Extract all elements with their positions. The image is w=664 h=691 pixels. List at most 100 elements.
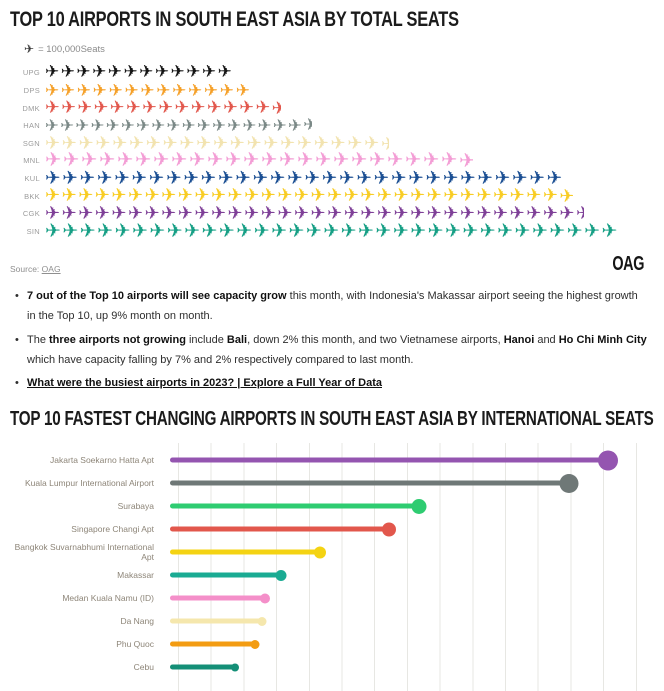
pictogram-row: UPG ✈ ✈ ✈ ✈ ✈ ✈ ✈ ✈ ✈ ✈ ✈ ✈ xyxy=(10,62,652,82)
pictogram-row: BKK ✈ ✈ ✈ ✈ ✈ ✈ ✈ ✈ ✈ ✈ ✈ ✈ ✈ ✈ ✈ ✈ ✈ ✈ ✈ ✈ ✈ ✈ ✈ ✈ ✈ ✈ ✈ ✈ ✈ ✈ ✈ ✈ xyxy=(10,185,652,206)
page: TOP 10 AIRPORTS IN SOUTH EAST ASIA BY TO… xyxy=(0,0,664,667)
airplane-icon: ✈ xyxy=(45,149,62,172)
airplane-icon: ✈ xyxy=(423,149,440,172)
airplane-icon: ✈ xyxy=(227,116,241,135)
airplane-icon: ✈ xyxy=(76,62,91,82)
airplane-icon: ✈ xyxy=(426,202,442,223)
airplane-icon: ✈ xyxy=(92,79,108,100)
airplane-icon: ✈ xyxy=(136,116,150,135)
pictogram-bar: ✈ ✈ ✈ ✈ ✈ ✈ ✈ ✈ ✈ ✈ ✈ ✈ xyxy=(45,62,233,82)
airplane-icon: ✈ xyxy=(347,133,363,154)
airplane-icon: ✈ xyxy=(148,167,165,189)
airplane-icon: ✈ xyxy=(296,133,313,154)
airplane-icon: ✈ xyxy=(410,185,426,206)
airplane-icon: ✈ xyxy=(293,185,309,206)
lollipop-line xyxy=(170,522,397,537)
airplane-icon: ✈ xyxy=(323,219,339,241)
airplane-icon: ✈ xyxy=(45,219,61,241)
pictogram-row: HAN ✈ ✈ ✈ ✈ ✈ ✈ ✈ ✈ ✈ ✈ ✈ ✈ ✈ ✈ ✈ ✈ ✈ ✈ xyxy=(10,117,652,135)
lollipop-dot xyxy=(411,498,427,514)
lollipop-row: Jakarta Soekarno Hatta Apt xyxy=(10,449,652,472)
airplane-icon: ✈ xyxy=(174,97,190,118)
insight-link[interactable]: What were the busiest airports in 2023? … xyxy=(27,377,382,390)
airplane-icon: ✈ xyxy=(252,167,269,189)
insight-bullet: 7 out of the Top 10 airports will see ca… xyxy=(10,286,648,327)
lollipop-line xyxy=(170,663,240,672)
airplane-icon: ✈ xyxy=(303,117,313,135)
pictogram-chart-title: TOP 10 AIRPORTS IN SOUTH EAST ASIA BY TO… xyxy=(10,8,459,31)
airplane-icon: ✈ xyxy=(462,219,479,241)
oag-logo: OAG xyxy=(612,253,644,276)
pictogram-row: KUL ✈ ✈ ✈ ✈ ✈ ✈ ✈ ✈ ✈ ✈ ✈ ✈ ✈ ✈ ✈ ✈ ✈ ✈ ✈ ✈ ✈ ✈ ✈ ✈ ✈ ✈ ✈ ✈ ✈ ✈ xyxy=(10,167,652,189)
airplane-icon: ✈ xyxy=(358,219,374,241)
lollipop-line xyxy=(170,569,287,581)
airplane-icon: ✈ xyxy=(459,202,475,223)
airplane-icon: ✈ xyxy=(441,149,458,172)
airplane-icon: ✈ xyxy=(280,133,296,154)
airplane-icon: ✈ xyxy=(408,167,424,189)
airplane-icon: ✈ xyxy=(156,79,171,100)
airplane-icon: ✈ xyxy=(120,116,135,135)
lollipop-row: Cebu xyxy=(10,656,652,679)
airplane-icon: ✈ xyxy=(60,62,75,82)
airplane-icon: ✈ xyxy=(310,202,326,223)
airplane-icon: ✈ xyxy=(257,116,272,135)
airplane-icon: ✈ xyxy=(269,167,286,189)
airplane-icon: ✈ xyxy=(526,185,542,206)
airplane-icon: ✈ xyxy=(410,219,426,241)
airplane-icon: ✈ xyxy=(223,97,238,118)
airplane-icon: ✈ xyxy=(78,202,94,223)
airport-code-label: KUL xyxy=(24,174,40,183)
airplane-icon: ✈ xyxy=(188,79,203,100)
airplane-icon: ✈ xyxy=(235,167,251,189)
airplane-icon: ✈ xyxy=(304,167,321,189)
lollipop-track xyxy=(170,564,652,587)
lollipop-line xyxy=(170,593,270,604)
airplane-partial-icon: ✈ xyxy=(272,100,282,117)
pictogram-row: DMK ✈ ✈ ✈ ✈ ✈ ✈ ✈ ✈ ✈ ✈ ✈ ✈ ✈ ✈ ✈ xyxy=(10,99,652,117)
lollipop-chart-title: TOP 10 FASTEST CHANGING AIRPORTS IN SOUT… xyxy=(10,407,654,430)
airplane-icon: ✈ xyxy=(177,202,193,223)
airplane-icon: ✈ xyxy=(166,219,183,241)
airplane-icon: ✈ xyxy=(135,149,152,172)
airplane-icon: ✈ xyxy=(151,116,166,135)
airplane-icon: ✈ xyxy=(279,149,296,172)
insight-text: , down 2% this month, and two Vietnamese… xyxy=(247,333,504,346)
airplane-icon: ✈ xyxy=(313,133,329,154)
airplane-icon: ✈ xyxy=(186,62,201,82)
lollipop-dot xyxy=(598,450,619,471)
lollipop-dot xyxy=(231,663,240,672)
airplane-icon: ✈ xyxy=(369,149,386,172)
airplane-icon: ✈ xyxy=(92,62,107,82)
airplane-icon: ✈ xyxy=(170,62,185,82)
airplane-icon: ✈ xyxy=(576,205,585,223)
airplane-icon: ✈ xyxy=(179,133,195,154)
airplane-icon: ✈ xyxy=(442,167,459,189)
airplane-icon: ✈ xyxy=(393,185,409,206)
airplane-icon: ✈ xyxy=(90,116,105,135)
airplane-partial-icon: ✈ xyxy=(576,205,584,222)
airplane-icon: ✈ xyxy=(288,219,305,241)
airplane-icon: ✈ xyxy=(390,167,407,189)
airplane-icon: ✈ xyxy=(45,202,61,223)
airport-name-label: Singapore Changi Apt xyxy=(71,524,154,535)
pictogram-legend: ✈ = 100,000Seats xyxy=(24,43,652,55)
airplane-icon: ✈ xyxy=(145,133,161,154)
airplane-icon: ✈ xyxy=(210,202,226,223)
airplane-icon: ✈ xyxy=(217,167,234,189)
airplane-icon: ✈ xyxy=(494,167,511,189)
source-link[interactable]: OAG xyxy=(41,264,61,275)
airplane-icon: ✈ xyxy=(62,219,79,241)
lollipop-track xyxy=(170,541,652,564)
airplane-icon: ✈ xyxy=(112,133,128,154)
airplane-icon: ✈ xyxy=(201,219,218,241)
airplane-icon: ✈ xyxy=(343,202,359,223)
airplane-icon: ✈ xyxy=(321,167,338,189)
airplane-icon: ✈ xyxy=(584,219,600,241)
airplane-icon: ✈ xyxy=(255,97,271,118)
airplane-icon: ✈ xyxy=(426,185,442,206)
airplane-icon: ✈ xyxy=(549,219,566,241)
airplane-icon: ✈ xyxy=(125,97,141,118)
airplane-icon: ✈ xyxy=(206,97,222,118)
airplane-icon: ✈ xyxy=(78,185,94,206)
